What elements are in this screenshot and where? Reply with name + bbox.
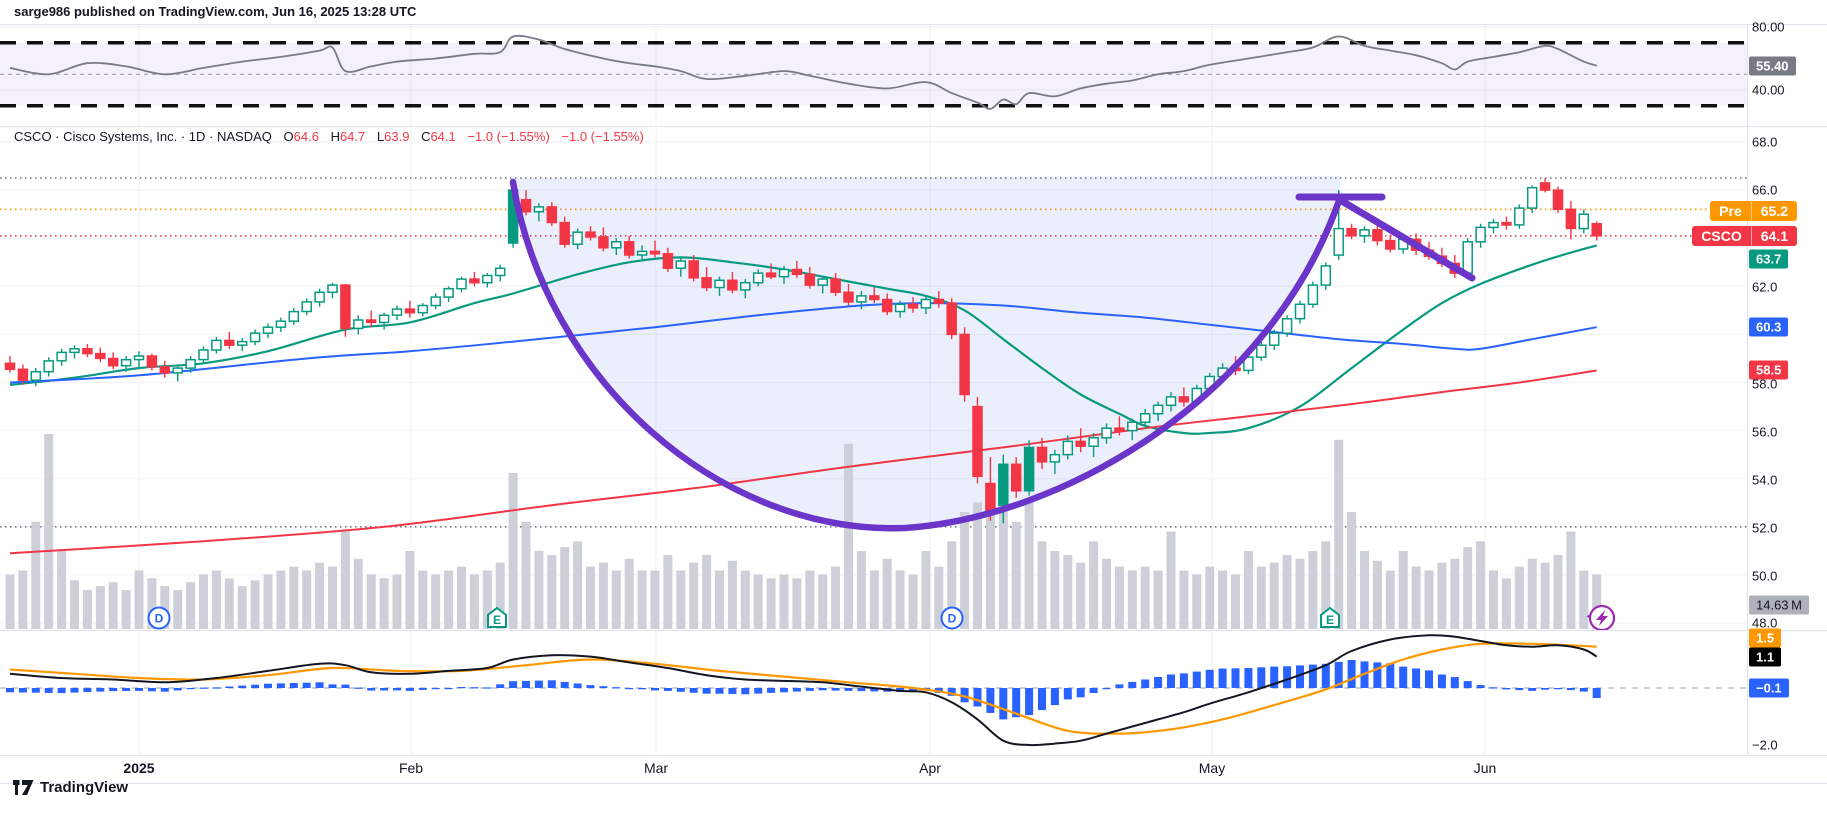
time-axis-border — [0, 755, 1827, 756]
pane-divider-rsi-main[interactable] — [0, 126, 1827, 127]
low-value: 63.9 — [384, 129, 410, 144]
symbol-title[interactable]: CSCO · Cisco Systems, Inc. · 1D · NASDAQ — [14, 129, 272, 144]
rsi-line[interactable] — [9, 34, 1597, 110]
price-axis-label[interactable]: 58.0 — [1752, 376, 1778, 392]
time-axis-label-feb: Feb — [398, 760, 424, 776]
price-badge: 1.1 — [1749, 647, 1782, 667]
dividend-marker-icon[interactable]: D — [940, 606, 964, 630]
price-axis-label[interactable]: 48.0 — [1752, 615, 1778, 631]
price-axis-label[interactable]: 52.0 — [1752, 520, 1778, 536]
macd-line[interactable] — [9, 634, 1598, 747]
price-axis-label[interactable]: 50.0 — [1752, 568, 1778, 584]
price-axis-label[interactable]: 40.00 — [1752, 82, 1785, 98]
ma-slow-line[interactable] — [9, 369, 1597, 555]
svg-text:E: E — [493, 613, 501, 627]
volume-bars — [5, 434, 1602, 630]
time-axis-label-apr: Apr — [919, 760, 941, 776]
time-axis-label-may: May — [1198, 760, 1226, 776]
close-label: C — [421, 129, 431, 144]
badge-value: 65.2 — [1750, 201, 1797, 221]
dividend-marker-icon[interactable]: D — [147, 606, 171, 630]
earnings-marker-icon[interactable]: E — [1320, 606, 1340, 628]
time-axis-label-jun: Jun — [1473, 760, 1497, 776]
price-badge: 14.63 M — [1749, 595, 1809, 615]
close-value: 64.1 — [430, 129, 456, 144]
svg-text:D: D — [948, 612, 957, 626]
low-label: L — [376, 129, 385, 144]
price-badge: 1.5 — [1749, 628, 1782, 648]
tradingview-logo[interactable]: TradingView — [13, 779, 128, 796]
price-badge: 60.3 — [1749, 317, 1789, 337]
handle-trendline[interactable] — [1336, 196, 1476, 282]
pane-divider-top — [0, 24, 1827, 25]
csco-price-badge: CSCO 64.1 — [1692, 226, 1797, 246]
attribution-text: sarge986 published on TradingView.com, J… — [14, 4, 417, 19]
price-axis-label[interactable]: 66.0 — [1752, 182, 1778, 198]
cup-pattern-fill — [513, 176, 1340, 529]
price-axis-label[interactable]: 68.0 — [1752, 134, 1778, 150]
open-label: O — [283, 129, 294, 144]
price-axis-label[interactable]: 56.0 — [1752, 424, 1778, 440]
ma-mid-line[interactable] — [9, 302, 1597, 384]
price-axis-label[interactable]: −2.0 — [1752, 737, 1778, 753]
high-label: H — [330, 129, 340, 144]
time-axis-label-2025: 2025 — [123, 760, 155, 776]
badge-label: CSCO — [1701, 228, 1742, 244]
price-badge: 58.5 — [1749, 360, 1789, 380]
change-value: −1.0 (−1.55%) — [467, 129, 550, 144]
high-value: 64.7 — [339, 129, 366, 144]
earnings-marker-icon[interactable]: E — [487, 606, 507, 628]
pane-divider-main-macd[interactable] — [0, 630, 1827, 631]
macd-histogram — [6, 660, 1601, 720]
price-badge: 55.40 — [1749, 56, 1796, 76]
svg-text:D: D — [155, 612, 164, 626]
price-badge: 63.7 — [1749, 249, 1789, 269]
tradingview-logo-text: TradingView — [40, 779, 129, 796]
tradingview-logo-icon — [13, 780, 34, 795]
time-axis-label-mar: Mar — [643, 760, 669, 776]
svg-text:E: E — [1326, 613, 1334, 627]
cup-pattern-curve[interactable] — [509, 178, 1344, 532]
price-badge: −0.1 — [1749, 678, 1789, 698]
pre-price-badge: Pre 65.2 — [1710, 201, 1797, 221]
flash-action-button[interactable]: ✦ — [1585, 604, 1616, 632]
open-value: 64.6 — [293, 129, 319, 144]
price-axis-label[interactable]: 54.0 — [1752, 472, 1778, 488]
badge-value: 64.1 — [1750, 226, 1797, 246]
lightning-icon — [1596, 610, 1608, 626]
symbol-legend[interactable]: CSCO · Cisco Systems, Inc. · 1D · NASDAQ… — [14, 129, 644, 144]
change-percent-value: −1.0 (−1.55%) — [561, 129, 644, 144]
macd-signal-line[interactable] — [9, 642, 1597, 735]
time-axis-bottom-border — [0, 783, 1827, 784]
price-axis-label[interactable]: 80.00 — [1752, 19, 1785, 35]
price-axis-border — [1747, 24, 1748, 755]
price-axis-label[interactable]: 62.0 — [1752, 279, 1778, 295]
badge-label: Pre — [1719, 203, 1742, 219]
